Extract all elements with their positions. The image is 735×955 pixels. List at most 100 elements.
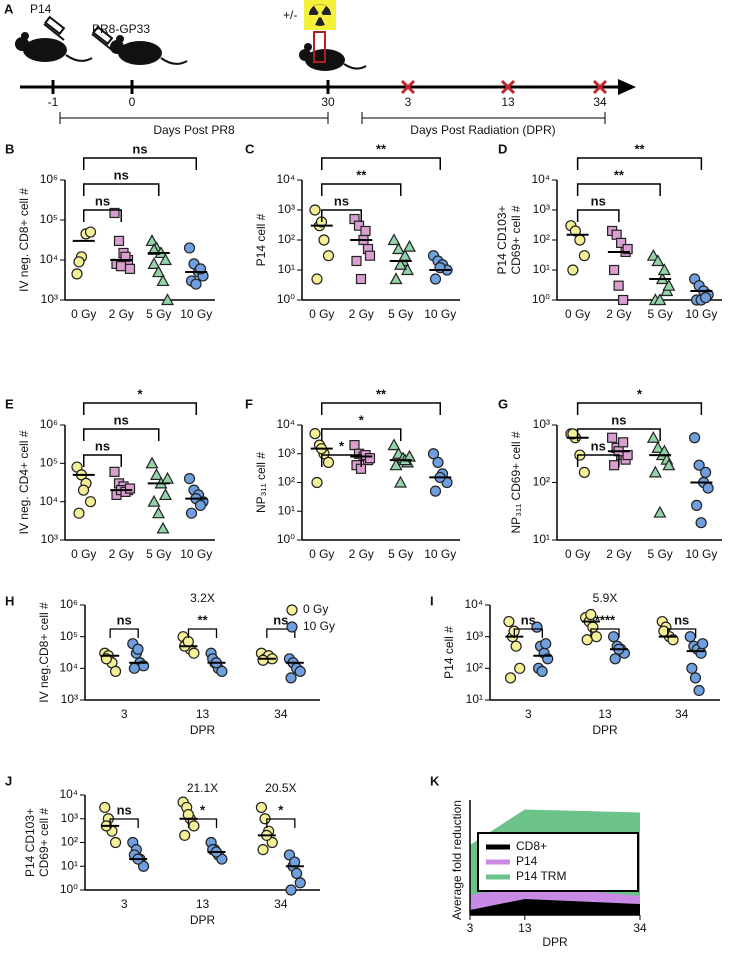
significance-bracket xyxy=(83,183,160,196)
significance-bracket xyxy=(321,209,362,222)
data-point xyxy=(429,485,442,497)
y-tick-label: 10⁴ xyxy=(276,172,295,186)
data-point xyxy=(702,482,714,494)
y-tick-label: 10⁴ xyxy=(39,252,58,266)
data-point xyxy=(160,293,175,306)
x-tick-label: 3 xyxy=(121,897,128,911)
legend-label: CD8+ xyxy=(516,839,547,853)
significance-label: ** xyxy=(356,167,367,182)
significance-label: * xyxy=(637,386,643,401)
panel-letter: G xyxy=(498,396,508,411)
data-point xyxy=(120,251,131,262)
data-point xyxy=(693,459,705,471)
y-tick-label: 10³ xyxy=(41,292,58,306)
data-point xyxy=(185,507,198,519)
data-point xyxy=(609,653,621,665)
y-axis-label: IV neg.CD8+ cell # xyxy=(37,602,51,703)
x-tick-label: 2 Gy xyxy=(606,547,631,561)
panel-letter: C xyxy=(245,141,255,156)
timeline-sample-mark xyxy=(592,79,608,95)
data-point xyxy=(653,293,667,306)
data-point xyxy=(684,631,696,643)
data-point xyxy=(109,466,120,477)
x-axis-label: DPR xyxy=(542,935,568,949)
data-point xyxy=(536,665,548,678)
significance-bracket xyxy=(513,628,543,638)
y-axis-label: IV neg. CD4+ cell # xyxy=(17,430,31,534)
y-tick-label: 10⁶ xyxy=(60,597,78,611)
y-tick-label: 10¹ xyxy=(533,532,550,546)
data-point xyxy=(73,256,85,268)
data-point xyxy=(309,204,321,216)
x-tick-label: 3 xyxy=(525,707,532,721)
timeline-tick-label: -1 xyxy=(48,95,59,109)
data-point xyxy=(109,207,120,219)
timeline-label: PR8-GP33 xyxy=(92,22,150,36)
data-point xyxy=(651,441,665,453)
data-point xyxy=(77,484,90,496)
data-point xyxy=(662,458,676,471)
legend-label: P14 TRM xyxy=(516,869,566,883)
data-point xyxy=(291,867,303,879)
panel-letter: E xyxy=(5,396,14,411)
x-tick-label: 5 Gy xyxy=(388,547,413,561)
x-tick-label: 34 xyxy=(274,707,288,721)
y-tick-label: 10³ xyxy=(533,417,550,431)
x-tick-label: 5 Gy xyxy=(647,547,672,561)
x-tick-label: 0 Gy xyxy=(565,547,590,561)
x-axis-label: DPR xyxy=(190,723,216,737)
data-point xyxy=(503,615,515,628)
timeline-tick-label: 34 xyxy=(593,95,607,109)
data-point xyxy=(311,273,323,285)
data-point xyxy=(700,466,712,478)
data-point xyxy=(569,225,581,237)
data-point xyxy=(183,472,196,485)
data-point xyxy=(514,662,526,674)
x-tick-label: 5 Gy xyxy=(146,547,171,561)
y-tick-label: 10³ xyxy=(466,629,483,643)
data-point xyxy=(581,634,593,646)
data-point xyxy=(700,292,712,304)
data-point xyxy=(613,280,624,291)
significance-bracket xyxy=(187,818,218,828)
x-tick-label: 2 Gy xyxy=(349,307,374,321)
significance-bracket xyxy=(576,183,661,196)
area xyxy=(470,899,640,915)
timeline-tick-label: 0 xyxy=(129,95,136,109)
significance-label: * xyxy=(359,412,365,427)
y-axis-label: NP₃₁₁ cell # xyxy=(254,452,268,513)
significance-label: ns xyxy=(591,193,606,208)
panel-letter: D xyxy=(498,141,507,156)
data-point xyxy=(294,665,306,678)
x-tick-label: 13 xyxy=(598,707,612,721)
y-axis-label: CD69+ cell # xyxy=(37,808,51,877)
data-point xyxy=(427,448,440,460)
significance-bracket xyxy=(576,428,661,441)
data-point xyxy=(689,432,701,444)
data-point xyxy=(255,801,268,814)
significance-bracket xyxy=(266,818,296,828)
significance-label: ** xyxy=(376,141,387,156)
data-point xyxy=(540,638,552,650)
significance-bracket xyxy=(576,209,620,222)
data-point xyxy=(578,466,590,478)
x-tick-label: 10 Gy xyxy=(180,547,212,561)
y-tick-label: 10⁴ xyxy=(59,787,78,801)
data-point xyxy=(646,431,660,443)
y-tick-label: 10³ xyxy=(533,202,550,216)
data-point xyxy=(147,243,161,255)
data-point xyxy=(156,274,170,287)
fold-annotation: 20.5X xyxy=(265,781,296,795)
x-tick-label: 0 Gy xyxy=(309,547,334,561)
significance-bracket xyxy=(576,157,703,170)
significance-bracket xyxy=(83,428,160,441)
data-point xyxy=(322,250,335,262)
x-tick-label: 0 Gy xyxy=(565,307,590,321)
x-tick-label: 2 Gy xyxy=(349,547,374,561)
x-tick-label: 10 Gy xyxy=(424,547,456,561)
data-point xyxy=(145,234,159,247)
significance-bracket xyxy=(321,428,402,441)
data-point xyxy=(432,456,444,469)
data-point xyxy=(651,254,665,267)
y-tick-label: 10³ xyxy=(278,202,295,216)
